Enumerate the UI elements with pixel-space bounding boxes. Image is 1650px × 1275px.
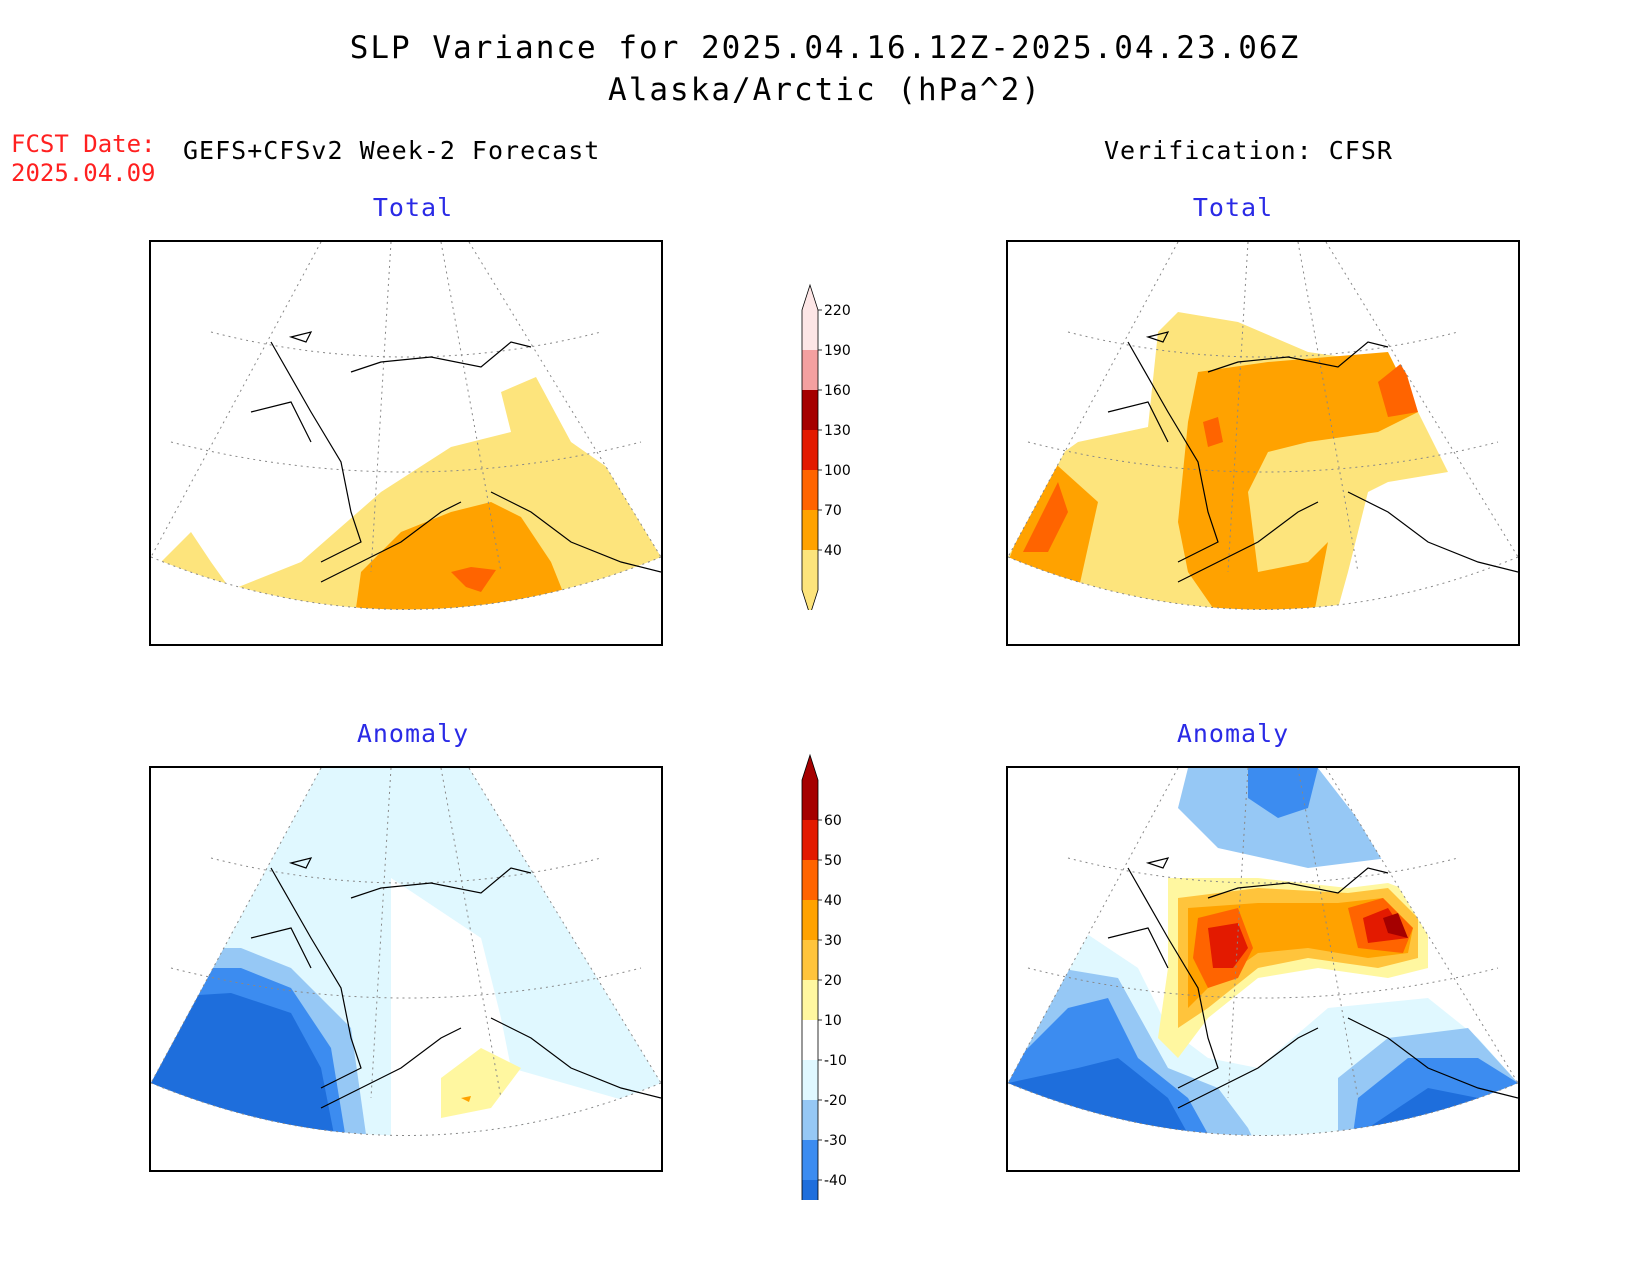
colorbar-total-segment — [802, 550, 818, 615]
colorbar-total-label: 220 — [824, 303, 851, 319]
forecast-anomaly-map — [149, 766, 663, 1172]
colorbar-anomaly-segment — [802, 1020, 818, 1060]
colorbar-total-segment — [802, 430, 818, 470]
colorbar-anomaly-segment — [802, 755, 818, 820]
colorbar-total-label: 70 — [824, 503, 842, 519]
fcst-date-value: 2025.04.09 — [11, 159, 156, 187]
colorbar-anomaly-segment — [802, 1060, 818, 1100]
colorbar-total-segment — [802, 390, 818, 430]
colorbar-total-label: 160 — [824, 383, 851, 399]
colorbar-anomaly-label: -30 — [824, 1133, 847, 1149]
colorbar-total-segment — [802, 350, 818, 390]
colorbar-anomaly-label: 30 — [824, 933, 842, 949]
colorbar-total-label: 130 — [824, 423, 851, 439]
colorbar-total-label: 100 — [824, 463, 851, 479]
colorbar-anomaly-label: -40 — [824, 1173, 847, 1189]
chart-title: SLP Variance for 2025.04.16.12Z-2025.04.… — [349, 30, 1301, 66]
colorbar-total-label: 40 — [824, 543, 842, 559]
colorbar-anomaly-label: 40 — [824, 893, 842, 909]
colorbar-anomaly: -40 -30 -20 -10 10 20 30 40 50 60 — [790, 750, 880, 1247]
verification-total-title: Total — [1192, 193, 1274, 222]
colorbar-anomaly-segment — [802, 1140, 818, 1180]
forecast-column-label: GEFS+CFSv2 Week-2 Forecast — [183, 136, 601, 165]
verification-anomaly-title: Anomaly — [1176, 719, 1290, 748]
colorbar-total-label: 190 — [824, 343, 851, 359]
colorbar-total-segment — [802, 470, 818, 510]
colorbar-total-segment — [802, 510, 818, 550]
colorbar-anomaly-label: 60 — [824, 813, 842, 829]
forecast-total-map — [149, 240, 663, 646]
forecast-anomaly-title: Anomaly — [356, 719, 470, 748]
colorbar-total-segment — [802, 285, 818, 350]
verification-anomaly-map — [1006, 766, 1520, 1172]
colorbar-anomaly-segment — [802, 980, 818, 1020]
colorbar-total: 40 70 100 130 160 190 220 — [790, 280, 880, 617]
colorbar-anomaly-label: 20 — [824, 973, 842, 989]
colorbar-anomaly-label: -10 — [824, 1053, 847, 1069]
forecast-total-title: Total — [372, 193, 454, 222]
colorbar-anomaly-label: -20 — [824, 1093, 847, 1109]
verification-column-label: Verification: CFSR — [1104, 136, 1393, 165]
colorbar-anomaly-segment — [802, 860, 818, 900]
colorbar-anomaly-segment — [802, 1180, 818, 1245]
colorbar-anomaly-label: 10 — [824, 1013, 842, 1029]
colorbar-total-outline — [801, 283, 819, 617]
verification-total-map — [1006, 240, 1520, 646]
colorbar-anomaly-label: 50 — [824, 853, 842, 869]
fcst-date-label: FCST Date: — [11, 130, 156, 158]
chart-subtitle: Alaska/Arctic (hPa^2) — [608, 72, 1042, 108]
colorbar-anomaly-segment — [802, 900, 818, 940]
colorbar-anomaly-segment — [802, 940, 818, 980]
colorbar-anomaly-segment — [802, 1100, 818, 1140]
colorbar-anomaly-segment — [802, 820, 818, 860]
